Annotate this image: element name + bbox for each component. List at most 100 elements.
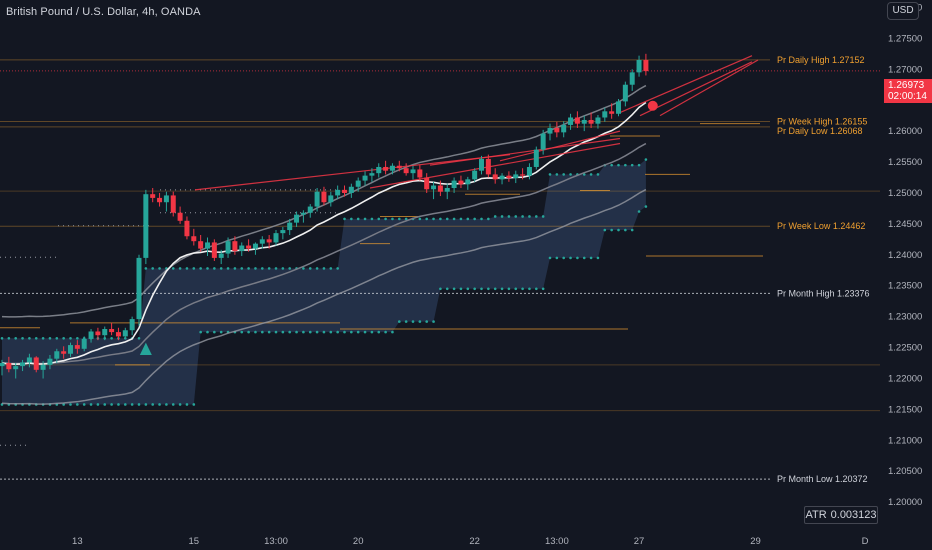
- band-upper-dot: [473, 217, 476, 221]
- candle-body: [465, 179, 471, 185]
- band-lower-dot: [425, 320, 429, 323]
- band-upper-dot: [459, 217, 463, 221]
- candle-body: [239, 245, 245, 252]
- level-label: Pr Daily Low 1.26068: [777, 126, 863, 136]
- band-lower-dot: [308, 330, 312, 334]
- band-upper-dot: [398, 217, 401, 221]
- band-lower-dot: [445, 287, 449, 291]
- time-axis[interactable]: 13 15 13:00 20 22 13:00 27 29 D: [0, 530, 932, 550]
- last-price-tag: 1.26973 02:00:14: [884, 79, 932, 103]
- band-upper-dot: [500, 215, 504, 218]
- band-upper-dot: [28, 336, 31, 340]
- price-tick-label: 1.23000: [888, 312, 922, 323]
- band-upper-dot: [233, 267, 237, 270]
- candle-body: [136, 257, 142, 320]
- band-upper-dot: [514, 215, 518, 218]
- band-upper-dot: [391, 217, 394, 221]
- band-upper-dot: [343, 217, 346, 221]
- band-lower-dot: [315, 330, 319, 334]
- band-lower-dot: [213, 330, 216, 334]
- band-upper-dot: [274, 267, 278, 270]
- band-lower-dot: [185, 403, 189, 406]
- candle-body: [396, 165, 402, 169]
- band-lower-dot: [398, 320, 401, 323]
- band-lower-dot: [535, 287, 538, 291]
- band-upper-dot: [617, 163, 620, 167]
- band-lower-dot: [322, 330, 326, 334]
- candle-body: [520, 174, 526, 176]
- trendline: [659, 59, 759, 117]
- candle-body: [232, 241, 238, 252]
- band-upper-dot: [480, 217, 483, 221]
- band-upper-dot: [384, 217, 387, 221]
- price-tick-label: 1.26000: [888, 126, 922, 137]
- band-upper-dot: [247, 267, 250, 270]
- candle-body: [410, 169, 416, 174]
- price-tick-label: 1.20000: [888, 497, 922, 508]
- candle-body: [6, 363, 12, 370]
- trendlines-layer: [194, 55, 759, 191]
- time-tick-label: 20: [353, 536, 364, 547]
- band-upper-dot: [432, 217, 435, 221]
- band-upper-dot: [452, 217, 456, 221]
- band-upper-dot: [254, 267, 257, 270]
- last-price-value: 1.26973: [888, 80, 925, 91]
- trendline: [429, 137, 621, 166]
- band-lower-dot: [343, 330, 346, 334]
- band-upper-dot: [322, 267, 326, 270]
- band-lower-dot: [178, 403, 182, 406]
- time-tick-label: 22: [469, 536, 480, 547]
- candle-body: [574, 117, 580, 124]
- band-upper-dot: [329, 267, 333, 270]
- trendline: [639, 61, 753, 117]
- band-lower-dot: [391, 330, 394, 334]
- band-upper-dot: [178, 267, 182, 270]
- time-tick-label: D: [862, 536, 869, 547]
- band-lower-dot: [62, 403, 65, 406]
- band-upper-dot: [555, 173, 559, 176]
- time-tick-label: 13:00: [264, 536, 288, 547]
- band-upper-dot: [624, 163, 627, 167]
- band-upper-dot: [261, 267, 264, 270]
- candle-body: [280, 230, 286, 234]
- currency-button[interactable]: USD: [887, 2, 919, 20]
- candle-body: [629, 72, 635, 85]
- band-lower-dot: [582, 256, 586, 260]
- band-lower-dot: [192, 403, 196, 406]
- band-lower-dot: [493, 287, 497, 291]
- band-upper-dot: [637, 163, 641, 167]
- candle-body: [122, 330, 128, 337]
- band-lower-dot: [295, 330, 298, 334]
- band-lower-dot: [630, 228, 634, 232]
- candle-body: [150, 194, 156, 198]
- band-lower-dot: [274, 330, 278, 334]
- band-upper-dot: [350, 217, 353, 221]
- band-upper-dot: [158, 267, 161, 270]
- candle-body: [68, 345, 73, 354]
- level-label: Pr Week Low 1.24462: [777, 221, 865, 231]
- band-lower-dot: [500, 287, 504, 291]
- candle-body: [20, 362, 26, 367]
- band-lower-dot: [69, 403, 72, 406]
- band-upper-dot: [466, 217, 470, 221]
- candle-body: [602, 111, 608, 118]
- candle-body: [328, 195, 334, 203]
- symbol-title[interactable]: British Pound / U.S. Dollar, 4h, OANDA: [6, 6, 201, 18]
- candle-body: [622, 84, 628, 102]
- candle-body: [307, 206, 313, 213]
- candle-body: [246, 245, 252, 249]
- band-lower-dot: [589, 256, 593, 260]
- band-lower-dot: [555, 256, 559, 260]
- band-upper-dot: [315, 267, 319, 270]
- candle-body: [287, 222, 293, 231]
- band-upper-dot: [404, 217, 408, 221]
- atr-indicator[interactable]: ATR 0.003123: [804, 506, 878, 524]
- band-lower-dot: [199, 330, 202, 334]
- band-upper-dot: [541, 215, 545, 218]
- band-lower-dot: [569, 256, 572, 260]
- band-lower-dot: [576, 256, 579, 260]
- band-lower-dot: [103, 403, 107, 406]
- band-upper-dot: [589, 173, 593, 176]
